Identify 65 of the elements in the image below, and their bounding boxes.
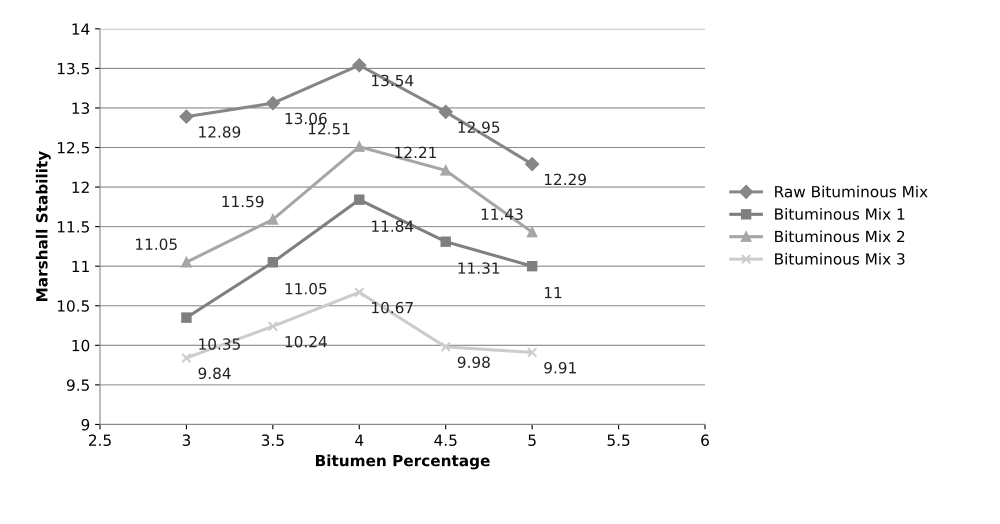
data-label: 9.98 (458, 356, 490, 368)
point (181, 312, 192, 323)
y-tick-label: 13.5 (58, 62, 89, 74)
legend-label: Bituminous Mix 2 (775, 230, 904, 242)
y-tick-label: 9.5 (66, 379, 89, 391)
data-label: 9.91 (544, 362, 576, 374)
point (526, 260, 538, 272)
data-label: 12.29 (544, 174, 586, 186)
data-label: 12.51 (308, 122, 350, 134)
data-label: 11.05 (286, 282, 326, 294)
y-axis-title: Marshall Stability (36, 151, 51, 302)
point (179, 110, 194, 124)
x-tick-label: 3.5 (262, 434, 284, 446)
point (181, 352, 192, 364)
point (438, 104, 453, 119)
data-label: 10.35 (199, 338, 240, 350)
point (525, 157, 540, 172)
data-label: 11.59 (222, 196, 264, 208)
data-label: 11.31 (458, 262, 500, 274)
point (440, 342, 451, 352)
point (268, 257, 278, 268)
x-tick-label: 4 (355, 434, 364, 446)
data-label: 10.24 (286, 336, 327, 348)
point (354, 287, 364, 298)
point (354, 142, 364, 152)
x-tick-label: 2.5 (88, 434, 111, 446)
point (354, 194, 364, 205)
y-tick-label: 14 (72, 23, 90, 35)
y-tick-label: 12.5 (58, 142, 89, 154)
data-label: 13.54 (372, 74, 414, 86)
point (440, 165, 451, 176)
legend-label: Raw Bituminous Mix (775, 186, 928, 198)
y-tick-label: 11 (72, 260, 89, 272)
y-tick-label: 9 (82, 418, 90, 430)
point (526, 347, 538, 358)
data-label: 12.95 (458, 121, 500, 133)
legend-label: Bituminous Mix 1 (775, 208, 904, 220)
x-tick-label: 6 (701, 434, 709, 446)
data-label: 12.21 (395, 146, 436, 158)
x-tick-label: 4.5 (434, 434, 457, 446)
data-label: 9.84 (198, 368, 231, 380)
data-label: 10.67 (372, 302, 413, 314)
y-tick-label: 10.5 (58, 300, 89, 312)
x-tick-label: 5.5 (608, 434, 630, 446)
data-label: 11.84 (372, 220, 414, 232)
point (268, 321, 278, 332)
y-tick-label: 12 (72, 182, 89, 193)
point (181, 257, 192, 268)
y-tick-label: 10 (72, 340, 90, 352)
point (268, 214, 278, 225)
point (440, 236, 451, 247)
x-tick-label: 3 (182, 434, 190, 446)
data-label: 11 (544, 287, 562, 298)
data-label: 13.06 (286, 112, 327, 124)
x-tick-label: 5 (528, 434, 536, 446)
x-axis-title: Bitumen Percentage (316, 454, 490, 470)
legend-label: Bituminous Mix 3 (775, 252, 905, 265)
point (526, 226, 538, 238)
point (266, 96, 280, 110)
y-tick-label: 13 (72, 102, 90, 114)
data-label: 11.05 (136, 238, 177, 250)
point (352, 58, 366, 72)
y-tick-label: 11.5 (58, 221, 89, 233)
data-label: 12.89 (199, 126, 240, 138)
data-label: 11.43 (482, 208, 523, 220)
